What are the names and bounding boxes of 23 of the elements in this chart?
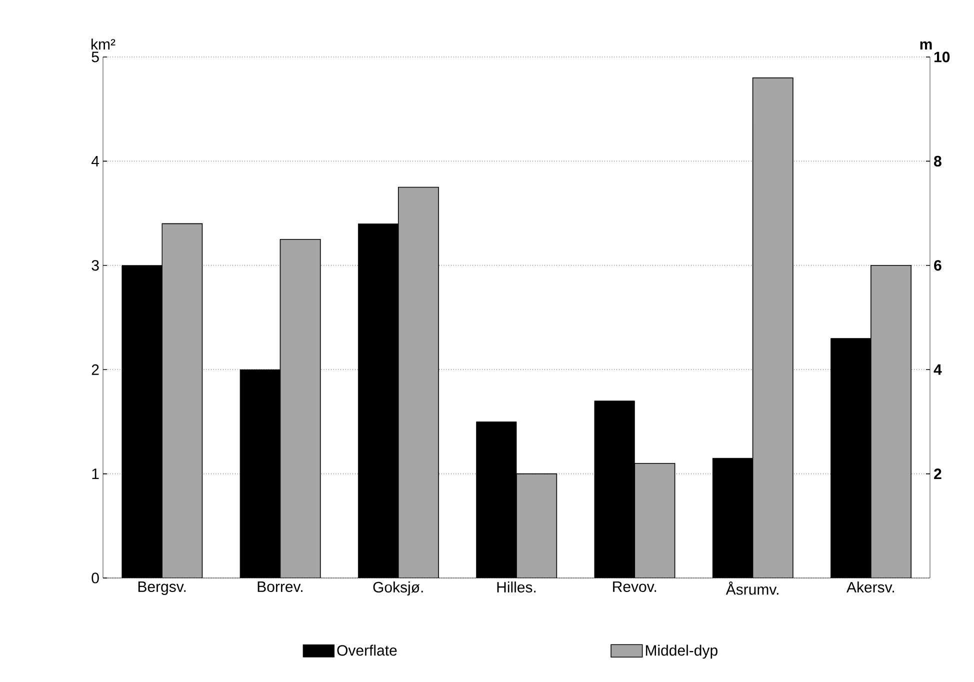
x-tick-label: Akersv. — [846, 582, 894, 593]
y2-tick-label: 10 — [934, 52, 950, 62]
y2-tick-label: 2 — [934, 468, 942, 480]
y-axis-title: km² — [92, 38, 116, 50]
y-tick-label: 5 — [92, 52, 99, 62]
y2-axis-title: m — [920, 41, 932, 50]
y2-tick-label: 6 — [934, 260, 942, 271]
y-tick-label: 1 — [92, 468, 99, 479]
y2-tick-label: 4 — [934, 364, 942, 375]
y2-tick-label: 8 — [934, 156, 942, 166]
y-tick-label: 2 — [92, 364, 99, 375]
legend-label: Overflate — [337, 644, 397, 656]
y-tick-label: 0 — [92, 572, 99, 584]
x-tick-label: Åsrumv. — [726, 582, 778, 595]
x-tick-label: Revov. — [613, 582, 656, 592]
x-tick-label: Bergsv. — [138, 582, 186, 595]
bar — [752, 77, 794, 578]
legend-label: Middel-dyp — [646, 644, 718, 659]
x-tick-label: Borrev. — [258, 582, 302, 592]
y-tick-label: 3 — [92, 260, 99, 271]
x-tick-label: Goksjø. — [373, 582, 423, 596]
x-tick-label: Hilles. — [497, 582, 536, 593]
y-tick-label: 4 — [91, 156, 100, 166]
